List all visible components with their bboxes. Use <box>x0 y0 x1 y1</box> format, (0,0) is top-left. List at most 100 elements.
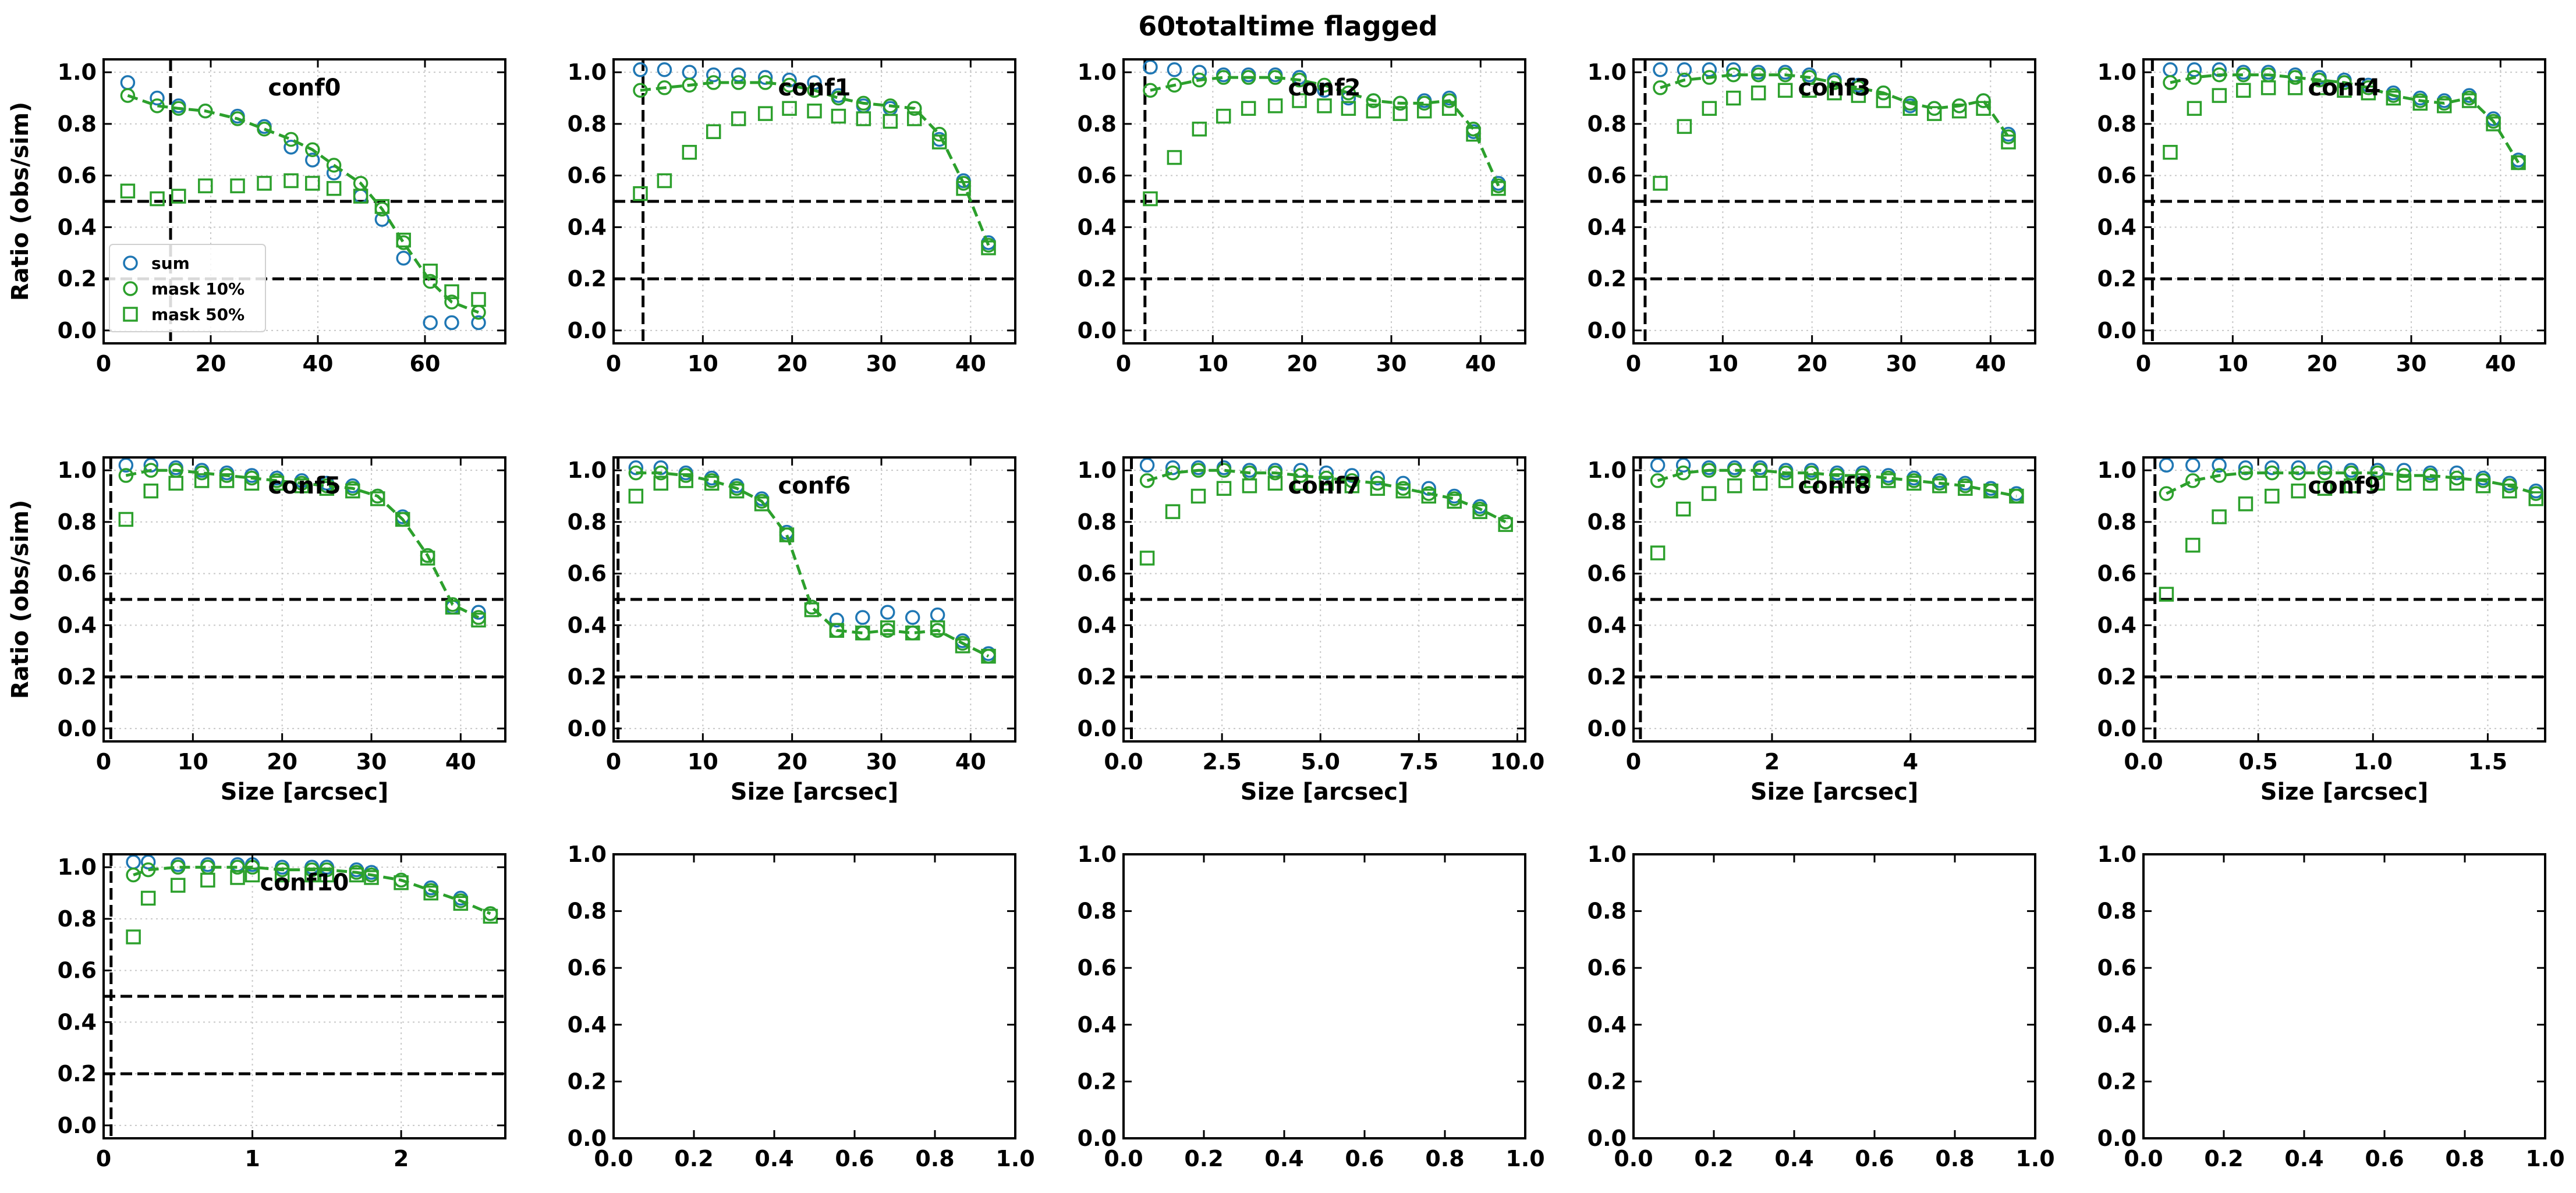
point-mask-50 <box>829 623 845 638</box>
point-mask-50 <box>445 599 460 615</box>
subplot-5: 0 10 20 30 40 0.0 0.2 0.4 0.6 0.8 1.0 conf5 Size [ar… <box>7 456 506 805</box>
point-mask-50 <box>1344 478 1360 493</box>
y-tick-label: 0.8 <box>1078 111 1117 137</box>
point-mask-50 <box>168 475 183 491</box>
point-mask-50 <box>956 181 971 196</box>
point-mask-50 <box>855 625 870 641</box>
point-mask-50 <box>274 867 290 883</box>
y-tick-label: 0.6 <box>568 163 607 189</box>
point-mask-50 <box>1881 473 1896 488</box>
x-tick-label: 0.2 <box>674 1146 713 1171</box>
series-line-mask-10 <box>133 865 491 915</box>
point-sum <box>682 65 697 80</box>
x-tick-label: 20 <box>1797 351 1827 377</box>
point-sum <box>880 605 895 620</box>
y-tick-label: 0.4 <box>568 1012 607 1038</box>
point-mask-50 <box>981 648 996 664</box>
point-mask-10 <box>628 465 644 481</box>
point-mask-50 <box>1395 483 1411 499</box>
x-tick-label: 1.0 <box>2354 749 2393 775</box>
y-tick-label: 0.0 <box>1588 1125 1627 1151</box>
point-mask-10 <box>731 75 746 90</box>
point-sum <box>284 140 299 155</box>
point-mask-50 <box>704 475 720 491</box>
point-mask-10 <box>2238 465 2253 481</box>
y-tick-label: 0.6 <box>1078 561 1117 587</box>
point-mask-50 <box>2511 155 2526 171</box>
subplot-8: 0 2 4 0.0 0.2 0.4 0.6 0.8 1.0 conf8 Size [arcsec] <box>1588 456 2036 805</box>
y-tick-label: 0.6 <box>1078 163 1117 189</box>
point-mask-50 <box>1778 473 1794 488</box>
point-sum <box>1165 460 1181 475</box>
point-mask-50 <box>731 111 746 126</box>
point-mask-50 <box>244 475 260 491</box>
point-sum <box>1143 59 1158 75</box>
point-mask-50 <box>2436 98 2452 113</box>
x-tick-label: 0.6 <box>1345 1146 1384 1171</box>
point-mask-50 <box>2312 80 2327 95</box>
y-tick-label: 0.6 <box>1588 561 1627 587</box>
point-mask-10 <box>2159 486 2174 501</box>
point-mask-10 <box>831 90 846 106</box>
y-tick-label: 0.6 <box>58 561 97 587</box>
axes-frame <box>1122 58 1526 345</box>
y-tick-label: 0.0 <box>2097 318 2136 343</box>
point-mask-50 <box>230 870 245 885</box>
point-sum <box>1677 62 1692 77</box>
y-tick-label: 0.4 <box>58 214 97 240</box>
point-mask-50 <box>2423 475 2438 491</box>
point-mask-50 <box>1472 504 1487 519</box>
subplot-title: conf1 <box>778 74 851 101</box>
point-mask-50 <box>423 264 438 279</box>
point-sum <box>706 67 721 83</box>
subplot-6: 0 10 20 30 40 0.0 0.2 0.4 0.6 0.8 1.0 conf6 Size [ar… <box>568 456 1016 805</box>
axes-frame <box>102 853 506 1139</box>
axes-frame <box>612 58 1016 345</box>
point-mask-50 <box>140 890 156 906</box>
y-tick-label: 0.8 <box>1588 509 1627 535</box>
y-tick-label: 1.0 <box>1588 59 1627 85</box>
point-sum <box>120 75 136 90</box>
point-mask-50 <box>2317 481 2333 496</box>
point-mask-10 <box>1165 465 1181 481</box>
subplot-1: 0 10 20 30 40 0.0 0.2 0.4 0.6 0.8 1.0 conf1 <box>568 58 1016 377</box>
y-tick-label: 0.2 <box>568 664 607 690</box>
point-mask-50 <box>1319 475 1334 491</box>
point-sum <box>2159 457 2174 473</box>
point-mask-10 <box>140 862 156 878</box>
point-mask-50 <box>1650 545 1666 560</box>
subplot-title: conf9 <box>2308 473 2381 499</box>
point-mask-50 <box>1926 106 1942 121</box>
point-sum <box>829 612 845 628</box>
y-tick-label: 0.2 <box>568 266 607 292</box>
subplot-title: conf0 <box>268 74 341 101</box>
point-mask-50 <box>930 620 945 635</box>
point-mask-50 <box>754 496 770 512</box>
point-sum <box>757 70 773 85</box>
x-tick-label: 10 <box>688 749 718 775</box>
point-mask-10 <box>2312 72 2327 88</box>
point-mask-10 <box>2337 75 2352 90</box>
y-tick-label: 0.2 <box>58 664 97 690</box>
series-line-mask-10 <box>640 81 990 246</box>
subplot-title: conf5 <box>268 473 341 499</box>
point-mask-10 <box>2163 75 2178 90</box>
x-tick-label: 10 <box>2217 351 2248 377</box>
point-mask-10 <box>2396 468 2412 483</box>
x-tick-label: 0.4 <box>1774 1146 1813 1171</box>
point-mask-10 <box>444 294 459 310</box>
point-mask-50 <box>1727 478 1742 493</box>
point-mask-10 <box>1341 85 1356 101</box>
x-tick-label: 10 <box>178 749 208 775</box>
x-tick-label: 10 <box>688 351 718 377</box>
point-mask-50 <box>1803 473 1819 488</box>
point-mask-50 <box>305 176 320 191</box>
y-tick-label: 0.8 <box>1588 111 1627 137</box>
y-tick-label: 0.8 <box>1078 899 1117 924</box>
subplot-12: 0.0 0.2 0.4 0.6 0.8 1.0 0.0 0.2 0.4 0.6 0.8 1.0 <box>1078 842 1545 1171</box>
point-mask-10 <box>633 83 648 98</box>
point-mask-50 <box>1447 493 1462 509</box>
x-tick-label: 0.2 <box>1694 1146 1733 1171</box>
y-tick-label: 0.0 <box>1588 318 1627 343</box>
point-mask-50 <box>931 134 947 150</box>
